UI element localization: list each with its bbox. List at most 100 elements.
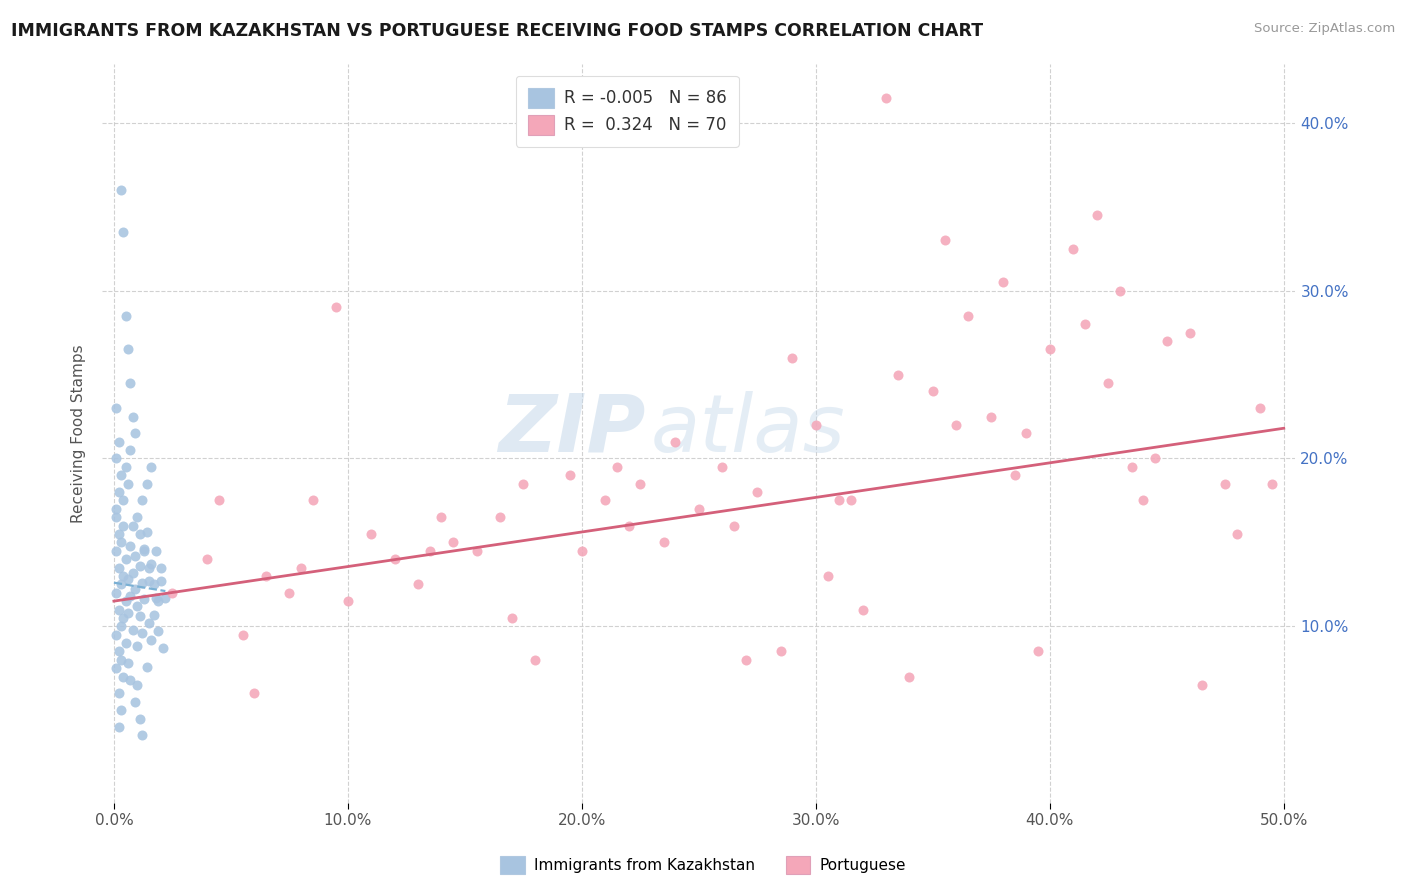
Point xyxy=(107,434,129,449)
Point xyxy=(152,641,174,656)
Point xyxy=(120,443,142,458)
Point xyxy=(128,527,150,541)
Text: ZIP: ZIP xyxy=(498,391,645,468)
Point xyxy=(769,644,792,658)
Point xyxy=(1004,468,1026,483)
Point xyxy=(138,574,160,588)
Point xyxy=(128,558,150,573)
Point xyxy=(197,552,219,566)
Point xyxy=(138,615,160,630)
Point xyxy=(131,626,153,640)
Point xyxy=(148,594,170,608)
Point xyxy=(1261,476,1284,491)
Point xyxy=(465,543,488,558)
Point xyxy=(723,518,745,533)
Point xyxy=(121,409,143,424)
Point xyxy=(117,476,139,491)
Point xyxy=(135,659,157,673)
Point xyxy=(617,518,640,533)
Point xyxy=(120,539,142,553)
Point xyxy=(839,493,862,508)
Point xyxy=(688,501,710,516)
Point xyxy=(243,686,266,700)
Point xyxy=(747,485,769,500)
Point xyxy=(384,552,406,566)
Point xyxy=(124,426,146,441)
Point xyxy=(105,501,128,516)
Point xyxy=(135,525,157,540)
Point xyxy=(138,560,160,574)
Point xyxy=(606,459,628,474)
Point xyxy=(105,661,128,675)
Point xyxy=(117,572,139,586)
Point xyxy=(419,543,441,558)
Point xyxy=(664,434,686,449)
Point xyxy=(114,552,136,566)
Point xyxy=(105,401,128,416)
Point xyxy=(593,493,616,508)
Point xyxy=(124,549,146,563)
Point xyxy=(406,577,429,591)
Point xyxy=(1132,493,1154,508)
Point xyxy=(524,653,547,667)
Point xyxy=(134,543,156,558)
Point xyxy=(290,560,312,574)
Point xyxy=(107,602,129,616)
Point xyxy=(278,585,301,599)
Point xyxy=(128,609,150,624)
Point xyxy=(145,543,167,558)
Point xyxy=(921,384,943,399)
Point xyxy=(1074,317,1097,331)
Point xyxy=(934,233,956,247)
Point xyxy=(1015,426,1038,441)
Point xyxy=(142,607,165,622)
Point xyxy=(110,468,132,483)
Point xyxy=(105,585,128,599)
Point xyxy=(112,670,135,684)
Point xyxy=(149,560,172,574)
Point xyxy=(127,640,149,654)
Point xyxy=(128,712,150,726)
Legend: R = -0.005   N = 86, R =  0.324   N = 70: R = -0.005 N = 86, R = 0.324 N = 70 xyxy=(516,76,738,147)
Point xyxy=(208,493,231,508)
Point xyxy=(817,569,839,583)
Point xyxy=(512,476,534,491)
Point xyxy=(112,225,135,239)
Point xyxy=(110,619,132,633)
Point xyxy=(1121,459,1143,474)
Point xyxy=(360,527,382,541)
Point xyxy=(145,591,167,605)
Point xyxy=(120,589,142,603)
Point xyxy=(162,585,184,599)
Point xyxy=(127,678,149,692)
Point xyxy=(232,628,254,642)
Point xyxy=(148,624,170,639)
Text: Source: ZipAtlas.com: Source: ZipAtlas.com xyxy=(1254,22,1395,36)
Point xyxy=(1249,401,1271,416)
Point xyxy=(301,493,323,508)
Point xyxy=(734,653,756,667)
Point xyxy=(1144,451,1167,466)
Point xyxy=(711,459,734,474)
Text: IMMIGRANTS FROM KAZAKHSTAN VS PORTUGUESE RECEIVING FOOD STAMPS CORRELATION CHART: IMMIGRANTS FROM KAZAKHSTAN VS PORTUGUESE… xyxy=(11,22,983,40)
Point xyxy=(141,558,163,572)
Legend: Immigrants from Kazakhstan, Portuguese: Immigrants from Kazakhstan, Portuguese xyxy=(495,850,911,880)
Point xyxy=(141,459,163,474)
Point xyxy=(1039,343,1062,357)
Point xyxy=(804,417,827,432)
Point xyxy=(112,611,135,625)
Point xyxy=(110,653,132,667)
Point xyxy=(430,510,453,524)
Point xyxy=(110,535,132,549)
Point xyxy=(991,275,1014,289)
Point xyxy=(107,527,129,541)
Point xyxy=(120,376,142,390)
Point xyxy=(110,577,132,591)
Point xyxy=(135,476,157,491)
Point xyxy=(107,560,129,574)
Point xyxy=(121,566,143,580)
Point xyxy=(124,695,146,709)
Point xyxy=(107,686,129,700)
Point xyxy=(149,574,172,588)
Point xyxy=(571,543,593,558)
